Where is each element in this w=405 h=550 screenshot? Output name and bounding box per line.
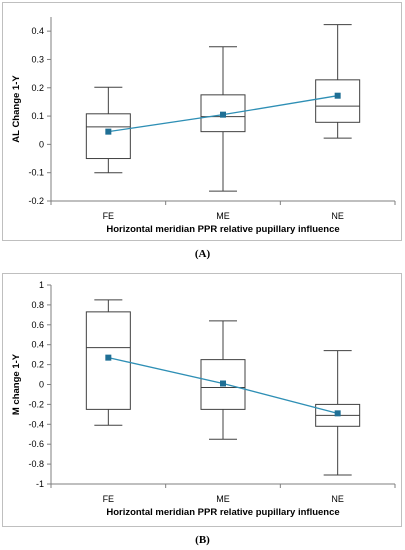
y-tick-label: -0.8 xyxy=(28,459,44,469)
y-tick-label: -0.1 xyxy=(28,168,44,178)
mean-marker xyxy=(334,410,341,417)
x-tick-label: NE xyxy=(331,211,344,221)
y-tick-label: 0.2 xyxy=(31,83,44,93)
box-iqr xyxy=(315,79,361,123)
mean-marker xyxy=(220,380,226,387)
chart-b-svg: -1 -0.8 -0.6 -0.4 -0.2 0 0.2 0.4 0.6 0.8 1 FE ME NE Ho… xyxy=(11,280,396,518)
mean-marker xyxy=(220,111,226,118)
y-tick-label: -0.6 xyxy=(28,439,44,449)
x-tick-label: ME xyxy=(216,494,230,504)
y-axis-title: AL Change 1-Y xyxy=(11,75,22,143)
x-axis-title: Horizontal meridian PPR relative pupilla… xyxy=(106,507,339,518)
mean-marker xyxy=(334,92,341,99)
chart-panel-b: -1 -0.8 -0.6 -0.4 -0.2 0 0.2 0.4 0.6 0.8 1 FE ME NE Ho… xyxy=(2,273,402,527)
y-tick-label: 0.2 xyxy=(31,360,44,370)
y-tick-label: 0 xyxy=(39,139,44,149)
y-tick-label: -0.2 xyxy=(28,196,44,206)
y-tick-label: 0.8 xyxy=(31,300,44,310)
chart-panel-a: -0.2 -0.1 0 0.1 0.2 0.3 0.4 FE ME NE Horizontal me… xyxy=(2,2,402,241)
y-tick-label: 0.3 xyxy=(31,54,44,64)
y-tick-label: 0 xyxy=(39,380,44,390)
x-tick-label: FE xyxy=(103,211,115,221)
x-tick-label: ME xyxy=(216,211,230,221)
y-tick-label: -0.2 xyxy=(28,399,44,409)
y-tick-label: 0.6 xyxy=(31,320,44,330)
y-tick-label: -0.4 xyxy=(28,419,44,429)
mean-marker xyxy=(105,354,112,361)
box-iqr xyxy=(85,113,131,160)
y-tick-label: 0.1 xyxy=(31,111,44,121)
y-tick-label: 0.4 xyxy=(31,340,44,350)
y-tick-label: 1 xyxy=(39,280,44,290)
x-tick-label: NE xyxy=(331,494,344,504)
mean-marker xyxy=(105,128,112,135)
y-axis-title: M change 1-Y xyxy=(11,353,22,415)
caption-b: (B) xyxy=(195,534,210,546)
x-tick-label: FE xyxy=(103,494,115,504)
chart-a-svg: -0.2 -0.1 0 0.1 0.2 0.3 0.4 FE ME NE Horizontal me… xyxy=(11,17,396,235)
x-axis-title: Horizontal meridian PPR relative pupilla… xyxy=(106,224,339,235)
caption-a: (A) xyxy=(194,248,211,260)
y-tick-label: -1 xyxy=(36,479,44,489)
y-tick-label: 0.4 xyxy=(31,26,44,36)
